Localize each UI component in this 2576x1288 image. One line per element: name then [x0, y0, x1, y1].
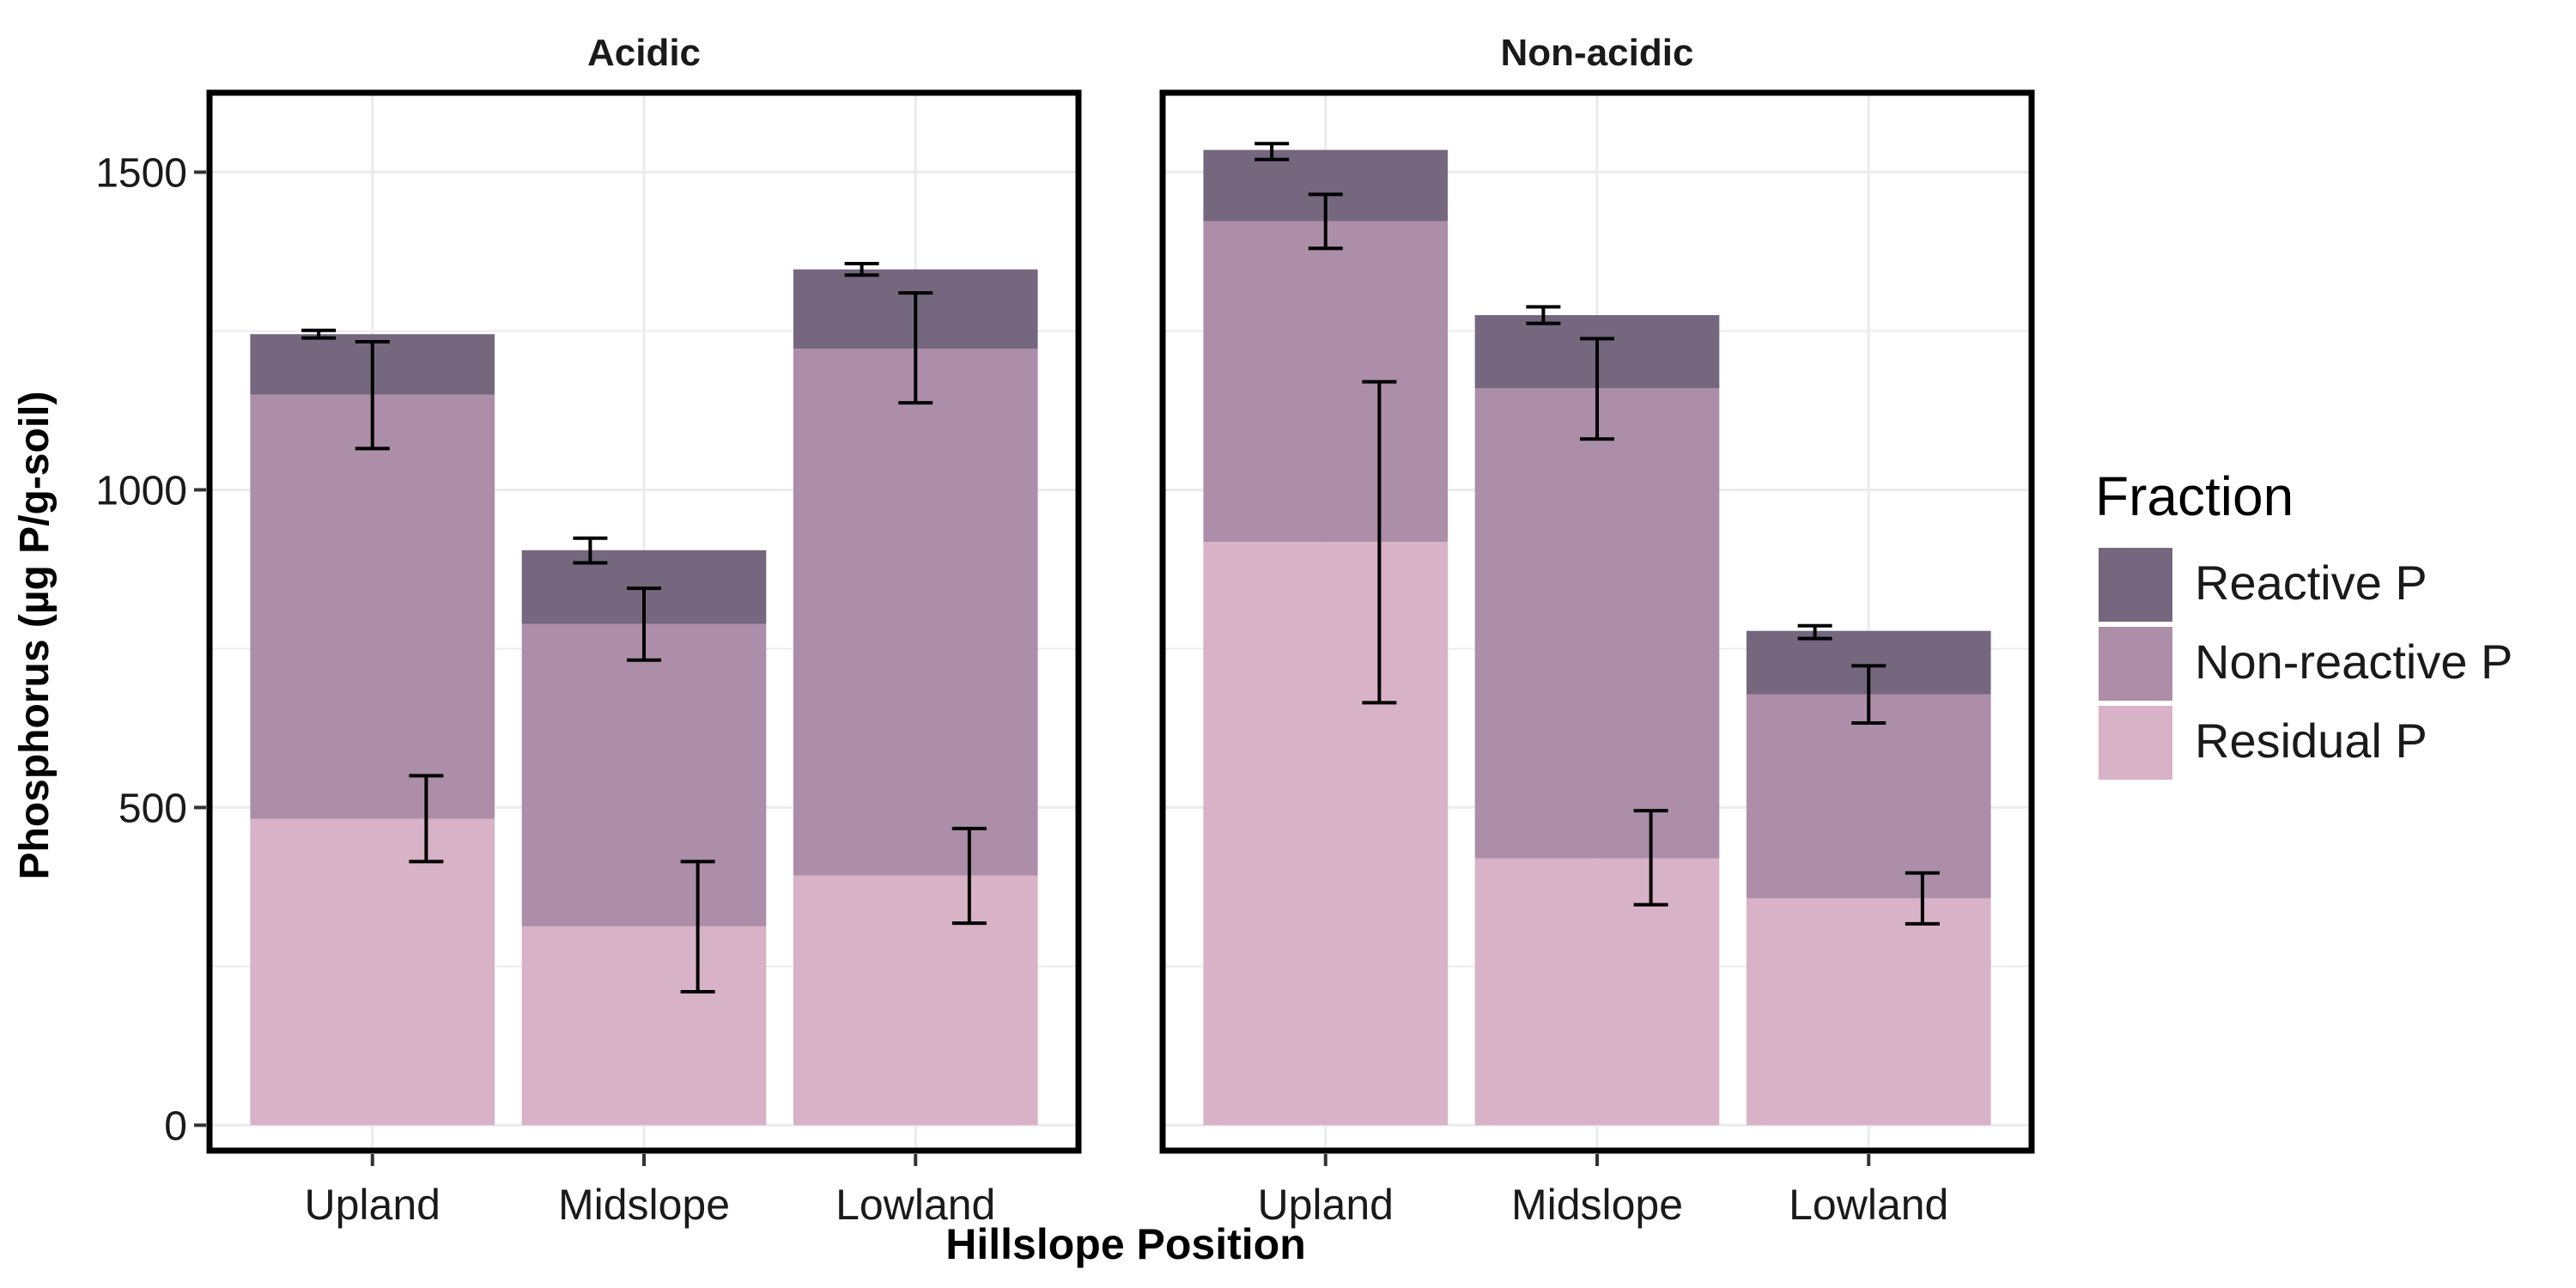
- error-bar-acidic-midslope-residual-p: [680, 860, 715, 994]
- bar-non-acidic-midslope-residual-p: [1474, 858, 1720, 1126]
- bar-non-acidic-upland-non-reactive-p: [1203, 221, 1449, 543]
- x-axis-ticks: Upland Midslope Lowland: [305, 1154, 995, 1229]
- x-tick-label: Midslope: [558, 1181, 730, 1229]
- panel-title: Acidic: [587, 32, 701, 74]
- bar-acidic-lowland-non-reactive-p: [793, 349, 1038, 876]
- error-bar-non-acidic-midslope-reactive-p: [1526, 305, 1561, 325]
- panel-error-bars: [1255, 142, 1940, 926]
- error-bar-acidic-midslope-non-reactive-p: [627, 586, 661, 662]
- y-tick-label: 1000: [95, 468, 187, 513]
- bar-non-acidic-lowland-residual-p: [1746, 898, 1991, 1126]
- error-bar-non-acidic-upland-residual-p: [1362, 380, 1397, 705]
- x-axis-title: Hillslope Position: [945, 1220, 1305, 1268]
- x-axis-ticks: Upland Midslope Lowland: [1258, 1154, 1948, 1229]
- legend-swatch: [2099, 706, 2172, 780]
- bar-acidic-lowland-residual-p: [793, 875, 1038, 1126]
- panel-title: Non-acidic: [1501, 32, 1694, 74]
- error-bar-acidic-midslope-reactive-p: [573, 536, 608, 565]
- panel-non-acidic: Non-acidic Upland Midslope Lowland: [1159, 32, 2035, 1229]
- y-tick-label: 0: [164, 1103, 187, 1149]
- error-bar-acidic-lowland-non-reactive-p: [898, 291, 933, 405]
- legend-swatch: [2099, 548, 2172, 622]
- bar-non-acidic-midslope-non-reactive-p: [1474, 388, 1720, 859]
- legend-item-non-reactive-p: Non-reactive P: [2099, 627, 2512, 701]
- y-tick-label: 1500: [95, 150, 187, 196]
- error-bar-non-acidic-upland-reactive-p: [1255, 142, 1290, 161]
- legend-item-residual-p: Residual P: [2099, 706, 2427, 780]
- x-tick-label: Midslope: [1511, 1181, 1683, 1229]
- error-bar-non-acidic-lowland-non-reactive-p: [1851, 664, 1886, 726]
- error-bar-acidic-upland-non-reactive-p: [355, 340, 390, 451]
- bar-acidic-midslope-non-reactive-p: [521, 623, 767, 927]
- bar-non-acidic-upland-residual-p: [1203, 542, 1449, 1126]
- facet-panels: Acidic Upland Midslope Lowland Non-acidic Upl…: [206, 32, 2035, 1229]
- error-bar-acidic-upland-reactive-p: [301, 328, 337, 340]
- error-bar-non-acidic-upland-non-reactive-p: [1308, 192, 1343, 251]
- y-axis-title: Phosphorus (µg P/g-soil): [12, 392, 58, 880]
- error-bar-non-acidic-midslope-residual-p: [1633, 809, 1668, 907]
- legend-item-reactive-p: Reactive P: [2099, 548, 2427, 622]
- legend-title: Fraction: [2095, 465, 2293, 527]
- legend: Fraction Reactive P Non-reactive P Residua…: [2095, 465, 2512, 780]
- panel-error-bars: [301, 262, 987, 994]
- bar-non-acidic-lowland-non-reactive-p: [1746, 694, 1991, 899]
- legend-label: Reactive P: [2195, 556, 2427, 610]
- error-bar-acidic-upland-residual-p: [409, 774, 444, 864]
- panel-frame: [1159, 89, 2035, 1154]
- error-bar-non-acidic-lowland-reactive-p: [1797, 623, 1832, 641]
- bar-acidic-upland-non-reactive-p: [250, 394, 495, 819]
- error-bar-non-acidic-midslope-non-reactive-p: [1580, 337, 1614, 441]
- legend-label: Residual P: [2195, 714, 2427, 768]
- panel-frame: [206, 89, 1082, 1154]
- bar-acidic-upland-residual-p: [250, 818, 495, 1126]
- x-tick-label: Lowland: [835, 1181, 995, 1229]
- x-tick-label: Upland: [1258, 1181, 1394, 1229]
- y-tick-label: 500: [118, 786, 187, 831]
- error-bar-non-acidic-lowland-residual-p: [1905, 871, 1940, 926]
- error-bar-acidic-lowland-reactive-p: [844, 262, 879, 277]
- x-tick-label: Upland: [305, 1181, 440, 1229]
- error-bar-acidic-lowland-residual-p: [951, 826, 987, 926]
- x-tick-label: Lowland: [1789, 1181, 1948, 1229]
- y-axis: 0 500 1000 1500: [95, 150, 206, 1149]
- legend-swatch: [2099, 627, 2172, 701]
- panel-acidic: Acidic Upland Midslope Lowland: [206, 32, 1082, 1229]
- legend-label: Non-reactive P: [2195, 635, 2512, 689]
- bar-acidic-midslope-residual-p: [521, 926, 767, 1126]
